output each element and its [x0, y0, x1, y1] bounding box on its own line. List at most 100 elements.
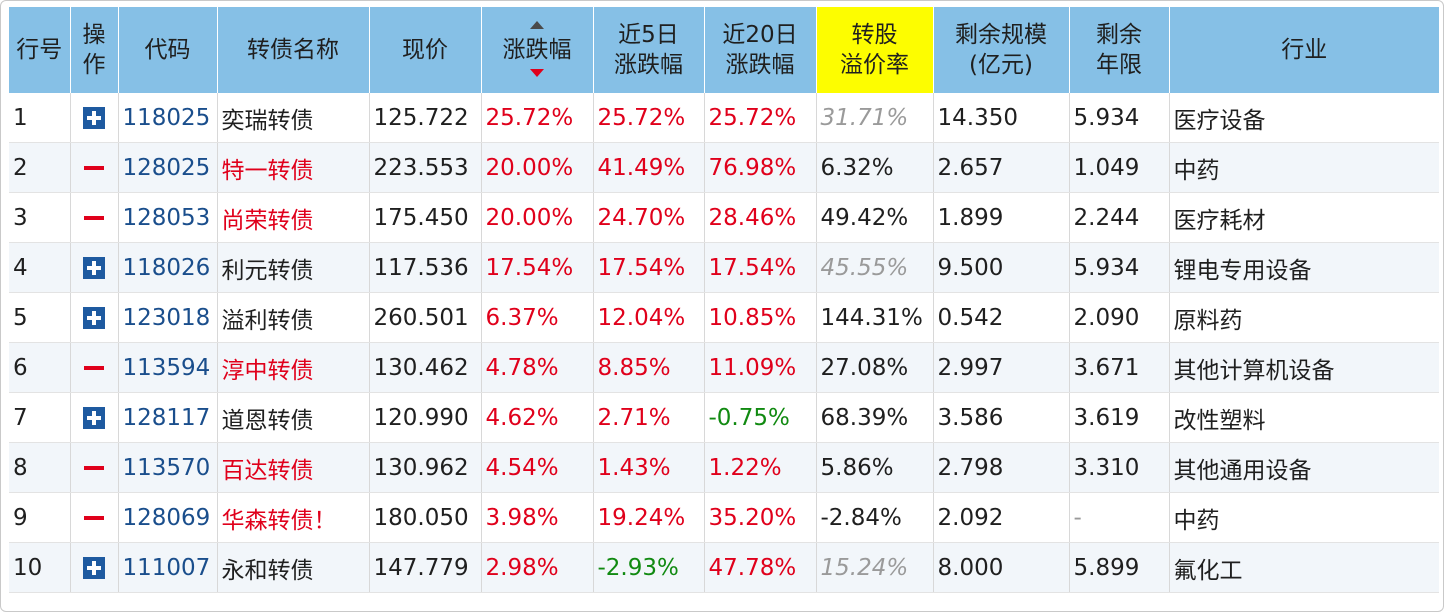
cell-remaining-scale: 2.798 [933, 442, 1070, 493]
header-change[interactable]: 涨跌幅 [481, 7, 594, 93]
cell-code[interactable]: 128069 [118, 492, 218, 543]
table-row[interactable]: 8 113570 百达转债 130.962 4.54% 1.43% 1.22% 5.86% 2.… [9, 442, 1439, 493]
cell-bond-name[interactable]: 道恩转债 [217, 392, 370, 443]
cell-remaining-scale: 8.000 [933, 542, 1070, 593]
cell-bond-name[interactable]: 永和转债 [217, 542, 370, 593]
cell-conversion-premium: 27.08% [816, 342, 934, 393]
header-conversion-premium[interactable]: 转股 溢价率 [816, 7, 934, 93]
cell-change: 6.37% [481, 292, 594, 343]
cell-rank: 9 [9, 492, 71, 543]
cell-change: 4.54% [481, 442, 594, 493]
cell-code[interactable]: 128117 [118, 392, 218, 443]
add-to-watchlist-icon[interactable] [83, 257, 105, 279]
cell-20day-change: 47.78% [704, 542, 817, 593]
cell-code[interactable]: 128025 [118, 142, 218, 193]
cell-code[interactable]: 111007 [118, 542, 218, 593]
header-operation: 操作 [70, 7, 119, 93]
cell-bond-name[interactable]: 百达转债 [217, 442, 370, 493]
cell-bond-name[interactable]: 华森转债！ [217, 492, 370, 543]
cell-rank: 8 [9, 442, 71, 493]
header-5day-change[interactable]: 近5日 涨跌幅 [593, 7, 705, 93]
cell-price: 130.462 [369, 342, 482, 393]
table-row[interactable]: 2 128025 特一转债 223.553 20.00% 41.49% 76.98% 6.32… [9, 142, 1439, 193]
cell-price: 260.501 [369, 292, 482, 343]
cell-conversion-premium: 5.86% [816, 442, 934, 493]
cell-operation[interactable] [70, 342, 119, 393]
cell-code[interactable]: 123018 [118, 292, 218, 343]
cell-bond-name[interactable]: 奕瑞转债 [217, 93, 370, 143]
cell-operation[interactable] [70, 492, 119, 543]
cell-remaining-scale: 3.586 [933, 392, 1070, 443]
cell-conversion-premium: 144.31% [816, 292, 934, 343]
cell-20day-change: 76.98% [704, 142, 817, 193]
header-name[interactable]: 转债名称 [217, 7, 370, 93]
table-row[interactable]: 9 128069 华森转债！ 180.050 3.98% 19.24% 35.20% -2.8… [9, 492, 1439, 543]
header-industry[interactable]: 行业 [1169, 7, 1439, 93]
cell-conversion-premium: 15.24% [816, 542, 934, 593]
cell-remaining-scale: 2.997 [933, 342, 1070, 393]
cell-operation[interactable] [70, 93, 119, 143]
remove-from-watchlist-icon[interactable] [84, 466, 104, 470]
cell-rank: 4 [9, 242, 71, 293]
cell-rank: 5 [9, 292, 71, 343]
cell-remaining-scale: 9.500 [933, 242, 1070, 293]
table-row[interactable]: 4 118026 利元转债 117.536 17.54% 17.54% 17.54% 45.5… [9, 242, 1439, 293]
header-20day-change[interactable]: 近20日 涨跌幅 [704, 7, 817, 93]
add-to-watchlist-icon[interactable] [83, 557, 105, 579]
header-code[interactable]: 代码 [118, 7, 218, 93]
cell-code[interactable]: 118026 [118, 242, 218, 293]
remove-from-watchlist-icon[interactable] [84, 166, 104, 170]
cell-operation[interactable] [70, 292, 119, 343]
cell-rank: 1 [9, 93, 71, 143]
cell-remaining-years: 3.671 [1069, 342, 1170, 393]
remove-from-watchlist-icon[interactable] [84, 516, 104, 520]
cell-operation[interactable] [70, 442, 119, 493]
cell-operation[interactable] [70, 242, 119, 293]
cell-remaining-years: 2.244 [1069, 192, 1170, 243]
cell-rank: 10 [9, 542, 71, 593]
cell-bond-name[interactable]: 利元转债 [217, 242, 370, 293]
cell-5day-change: 19.24% [593, 492, 705, 543]
cell-conversion-premium: 49.42% [816, 192, 934, 243]
cell-5day-change: 1.43% [593, 442, 705, 493]
add-to-watchlist-icon[interactable] [83, 407, 105, 429]
cell-price: 130.962 [369, 442, 482, 493]
cell-5day-change: 24.70% [593, 192, 705, 243]
table-row[interactable]: 10 111007 永和转债 147.779 2.98% -2.93% 47.78% 15.2… [9, 542, 1439, 593]
cell-bond-name[interactable]: 尚荣转债 [217, 192, 370, 243]
cell-20day-change: 10.85% [704, 292, 817, 343]
cell-5day-change: 25.72% [593, 93, 705, 143]
cell-code[interactable]: 113570 [118, 442, 218, 493]
cell-code[interactable]: 113594 [118, 342, 218, 393]
cell-industry: 医疗耗材 [1169, 192, 1439, 243]
convertible-bond-table: 行号 操作 代码 转债名称 现价 涨跌幅 近5日 涨跌幅 近20日 涨跌幅 转股 溢价… [9, 7, 1439, 593]
cell-bond-name[interactable]: 特一转债 [217, 142, 370, 193]
header-price[interactable]: 现价 [369, 7, 482, 93]
cell-operation[interactable] [70, 192, 119, 243]
cell-code[interactable]: 128053 [118, 192, 218, 243]
cell-bond-name[interactable]: 淳中转债 [217, 342, 370, 393]
table-row[interactable]: 1 118025 奕瑞转债 125.722 25.72% 25.72% 25.72% 31.7… [9, 93, 1439, 143]
remove-from-watchlist-icon[interactable] [84, 216, 104, 220]
header-remaining-scale[interactable]: 剩余规模 (亿元) [933, 7, 1070, 93]
cell-operation[interactable] [70, 392, 119, 443]
cell-5day-change: 12.04% [593, 292, 705, 343]
cell-code[interactable]: 118025 [118, 93, 218, 143]
add-to-watchlist-icon[interactable] [83, 107, 105, 129]
cell-operation[interactable] [70, 142, 119, 193]
table-row[interactable]: 5 123018 溢利转债 260.501 6.37% 12.04% 10.85% 144.3… [9, 292, 1439, 343]
cell-20day-change: 11.09% [704, 342, 817, 393]
cell-operation[interactable] [70, 542, 119, 593]
header-rank[interactable]: 行号 [9, 7, 71, 93]
cell-price: 117.536 [369, 242, 482, 293]
cell-industry: 改性塑料 [1169, 392, 1439, 443]
table-row[interactable]: 3 128053 尚荣转债 175.450 20.00% 24.70% 28.46% 49.4… [9, 192, 1439, 243]
cell-remaining-years: 2.090 [1069, 292, 1170, 343]
remove-from-watchlist-icon[interactable] [84, 366, 104, 370]
table-row[interactable]: 7 128117 道恩转债 120.990 4.62% 2.71% -0.75% 68.39%… [9, 392, 1439, 443]
cell-bond-name[interactable]: 溢利转债 [217, 292, 370, 343]
header-remaining-years[interactable]: 剩余 年限 [1069, 7, 1170, 93]
add-to-watchlist-icon[interactable] [83, 307, 105, 329]
table-row[interactable]: 6 113594 淳中转债 130.462 4.78% 8.85% 11.09% 27.08%… [9, 342, 1439, 393]
